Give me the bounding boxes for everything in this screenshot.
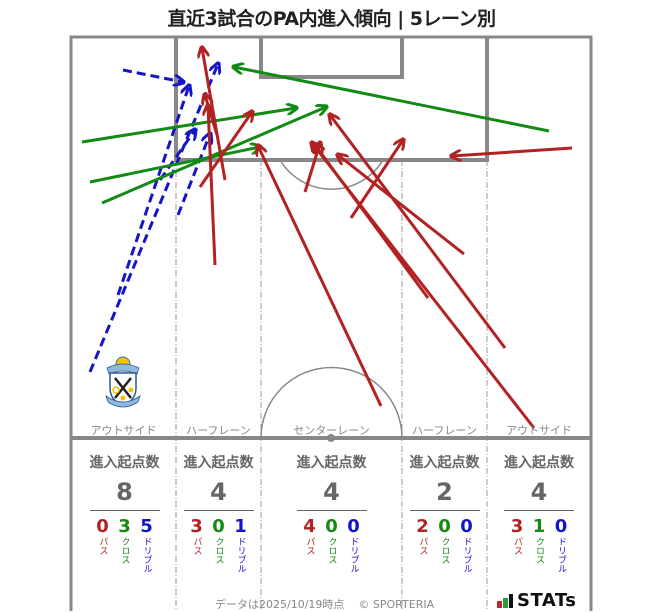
bar-chart-icon xyxy=(497,593,513,608)
pass-count: 0 xyxy=(96,516,109,537)
pitch-border xyxy=(69,35,593,611)
pass-label: パス xyxy=(191,537,202,555)
lane-dividers xyxy=(175,160,488,611)
cross-label: クロス xyxy=(213,537,224,564)
stat-header: 進入起点数 xyxy=(504,455,574,471)
pass-count: 3 xyxy=(190,516,203,537)
stat-total: 4 xyxy=(530,478,548,506)
pass-label: パス xyxy=(512,537,522,555)
dribble-count: 5 xyxy=(140,516,153,537)
cross-label: クロス xyxy=(534,537,544,564)
stat-total: 4 xyxy=(210,478,227,506)
data-date: データは2025/10/19時点 xyxy=(215,598,345,611)
dribble-count: 0 xyxy=(460,516,473,537)
stat-column-outside-left: 進入起点数 8 0 パス 3 クロス 5 ドリブル xyxy=(73,452,176,573)
stat-column-halfspace-left: 進入起点数 4 3 パス 0 クロス 1 ドリブル xyxy=(176,452,261,573)
stats-logo: STATs xyxy=(497,590,576,611)
dribble-count: 0 xyxy=(347,516,360,537)
lane-label-halfspace-right: ハーフレーン xyxy=(412,424,477,437)
lane-label-outside-left: アウトサイド xyxy=(90,424,157,437)
dribble-arrows xyxy=(88,64,218,373)
stat-header: 進入起点数 xyxy=(183,455,254,471)
brand-name: STATs xyxy=(517,590,577,611)
pass-arrows xyxy=(200,48,573,429)
center-circle xyxy=(260,366,403,439)
dribble-label: ドリブル xyxy=(556,537,566,573)
stat-total: 8 xyxy=(116,478,133,506)
stat-total: 2 xyxy=(436,478,453,506)
stat-column-center: 進入起点数 4 4 パス 0 クロス 0 ドリブル xyxy=(261,452,402,573)
dribble-count: 0 xyxy=(554,516,568,537)
lane-label-outside-right: アウトサイド xyxy=(506,424,572,437)
cross-count: 1 xyxy=(532,516,546,537)
pass-label: パス xyxy=(304,537,315,555)
cross-label: クロス xyxy=(119,537,130,564)
divider xyxy=(183,510,254,511)
stat-column-outside-right: 進入起点数 4 3 パス 1 クロス 0 ドリブル xyxy=(487,452,591,573)
cross-count: 0 xyxy=(325,516,338,537)
cross-label: クロス xyxy=(326,537,337,564)
dribble-count: 1 xyxy=(234,516,247,537)
pass-count: 3 xyxy=(510,516,524,537)
cross-count: 0 xyxy=(438,516,451,537)
lane-label-center: センターレーン xyxy=(293,424,370,437)
cross-label: クロス xyxy=(439,537,450,564)
cross-count: 0 xyxy=(212,516,225,537)
pass-label: パス xyxy=(417,537,428,555)
stat-header: 進入起点数 xyxy=(89,455,160,471)
cross-count: 3 xyxy=(118,516,131,537)
divider xyxy=(504,510,574,511)
divider xyxy=(409,510,480,511)
divider xyxy=(296,510,367,511)
penalty-area xyxy=(174,37,489,162)
copyright: © SPORTERIA xyxy=(358,598,435,611)
chart-title: 直近3試合のPA内進入傾向 | 5レーン別 xyxy=(167,8,496,30)
center-spot xyxy=(327,434,335,442)
stat-header: 進入起点数 xyxy=(296,455,367,471)
goal-area xyxy=(259,37,404,79)
dribble-label: ドリブル xyxy=(348,537,359,573)
cross-arrows xyxy=(81,67,550,205)
club-emblem-icon xyxy=(105,356,141,408)
stat-column-halfspace-right: 進入起点数 2 2 パス 0 クロス 0 ドリブル xyxy=(402,452,487,573)
pass-count: 2 xyxy=(416,516,429,537)
dribble-label: ドリブル xyxy=(461,537,472,573)
dribble-label: ドリブル xyxy=(235,537,246,573)
lane-label-halfspace-left: ハーフレーン xyxy=(186,424,251,437)
divider xyxy=(89,510,160,511)
dribble-label: ドリブル xyxy=(141,537,152,573)
footer-note: データは2025/10/19時点 © SPORTERIA xyxy=(215,596,434,612)
pass-label: パス xyxy=(97,537,108,555)
pass-count: 4 xyxy=(303,516,316,537)
stat-total: 4 xyxy=(323,478,340,506)
stat-header: 進入起点数 xyxy=(409,455,480,471)
